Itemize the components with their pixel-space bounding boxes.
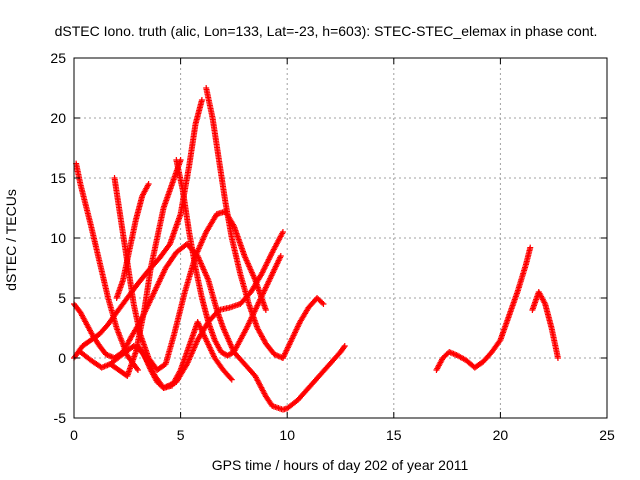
data-points — [71, 85, 561, 413]
data-point — [133, 365, 140, 372]
grid — [74, 58, 607, 418]
data-point — [554, 355, 561, 361]
y-tick-label: 15 — [50, 170, 66, 186]
series-arc-7 — [113, 181, 152, 301]
series-arc-13 — [529, 289, 561, 361]
series-arc-9 — [203, 85, 286, 361]
series-arc-12 — [433, 244, 534, 373]
y-tick-label: 5 — [58, 290, 66, 306]
data-point — [262, 307, 269, 313]
series-arc-1 — [73, 160, 141, 373]
data-point — [227, 375, 234, 382]
data-point — [319, 299, 326, 306]
data-point — [340, 344, 347, 351]
data-point — [277, 253, 284, 259]
y-axis-title: dSTEC / TECUs — [3, 189, 19, 291]
data-point — [341, 343, 348, 349]
x-tick-label: 25 — [599, 427, 615, 443]
data-point — [320, 301, 327, 307]
x-tick-label: 0 — [70, 427, 78, 443]
x-tick-label: 5 — [177, 427, 185, 443]
y-tick-label: -5 — [54, 410, 67, 426]
series-arc-11 — [279, 295, 327, 361]
data-point — [279, 229, 286, 235]
series-arc-10 — [134, 319, 235, 391]
data-point — [198, 97, 205, 103]
x-tick-label: 15 — [386, 427, 402, 443]
data-point — [145, 181, 152, 187]
y-tick-label: 20 — [50, 110, 66, 126]
chart-title: dSTEC Iono. truth (alic, Lon=133, Lat=-2… — [55, 23, 598, 39]
data-point — [134, 367, 141, 373]
y-tick-label: 25 — [50, 50, 66, 66]
x-axis-title: GPS time / hours of day 202 of year 2011 — [212, 457, 469, 473]
x-tick-label: 20 — [493, 427, 509, 443]
data-point — [228, 376, 235, 383]
data-point — [527, 244, 534, 251]
x-tick-label: 10 — [279, 427, 295, 443]
y-tick-label: 10 — [50, 230, 66, 246]
y-tick-label: 0 — [58, 350, 66, 366]
